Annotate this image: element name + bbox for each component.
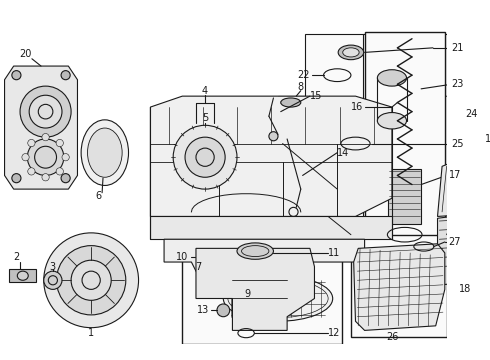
Circle shape: [56, 246, 126, 315]
Circle shape: [44, 271, 62, 289]
Text: 21: 21: [451, 43, 464, 53]
Text: 15: 15: [310, 91, 322, 101]
Circle shape: [27, 139, 64, 175]
Bar: [305, 34, 460, 166]
Circle shape: [42, 174, 49, 181]
Text: 22: 22: [297, 70, 310, 80]
Polygon shape: [150, 216, 392, 239]
Text: 14: 14: [337, 148, 349, 158]
Polygon shape: [438, 139, 490, 216]
Circle shape: [61, 174, 70, 183]
Circle shape: [395, 271, 414, 289]
Bar: [278, 96, 303, 109]
Ellipse shape: [223, 276, 333, 321]
Ellipse shape: [377, 113, 407, 129]
Text: 16: 16: [350, 102, 363, 112]
Polygon shape: [438, 207, 490, 285]
Text: 19: 19: [485, 134, 490, 144]
Circle shape: [185, 137, 225, 177]
Polygon shape: [196, 248, 315, 330]
Polygon shape: [383, 251, 427, 269]
Ellipse shape: [343, 48, 359, 57]
Text: 9: 9: [245, 289, 251, 299]
Text: 8: 8: [298, 82, 304, 92]
Ellipse shape: [396, 252, 413, 269]
Text: 23: 23: [451, 79, 464, 89]
Circle shape: [71, 260, 111, 300]
Text: 7: 7: [196, 262, 202, 271]
Circle shape: [62, 154, 69, 161]
Polygon shape: [4, 66, 77, 189]
Text: 4: 4: [202, 86, 208, 96]
Text: 13: 13: [197, 305, 210, 315]
Circle shape: [29, 95, 62, 128]
Text: 25: 25: [451, 139, 464, 149]
Circle shape: [28, 139, 35, 147]
Circle shape: [42, 134, 49, 141]
Text: 10: 10: [176, 252, 189, 262]
Circle shape: [269, 132, 278, 141]
Text: 2: 2: [13, 252, 20, 262]
Text: 27: 27: [448, 237, 461, 247]
Circle shape: [217, 304, 230, 317]
Text: 26: 26: [386, 332, 398, 342]
Ellipse shape: [377, 70, 407, 86]
Text: 24: 24: [465, 109, 477, 120]
Ellipse shape: [88, 128, 122, 177]
Circle shape: [20, 86, 71, 137]
Text: 17: 17: [449, 170, 462, 180]
Circle shape: [22, 154, 29, 161]
Text: 11: 11: [328, 248, 341, 258]
Bar: [182, 242, 342, 344]
Ellipse shape: [338, 45, 364, 60]
Circle shape: [28, 168, 35, 175]
Ellipse shape: [17, 271, 28, 280]
Bar: [388, 169, 421, 224]
Circle shape: [61, 71, 70, 80]
Circle shape: [173, 125, 237, 189]
Text: 1: 1: [88, 328, 94, 338]
Circle shape: [56, 168, 63, 175]
Polygon shape: [164, 239, 365, 280]
Bar: [351, 235, 447, 337]
Circle shape: [12, 71, 21, 80]
Circle shape: [56, 139, 63, 147]
Ellipse shape: [81, 120, 128, 185]
Ellipse shape: [237, 243, 273, 259]
Text: 3: 3: [50, 262, 56, 271]
Text: 5: 5: [202, 113, 208, 123]
Circle shape: [44, 233, 139, 328]
Polygon shape: [150, 96, 392, 216]
Bar: [363, 34, 447, 262]
Polygon shape: [354, 244, 445, 330]
Ellipse shape: [281, 98, 301, 107]
Bar: [9, 269, 36, 282]
Text: 12: 12: [328, 328, 341, 338]
Bar: [365, 32, 445, 260]
Text: 20: 20: [19, 49, 32, 59]
Text: 18: 18: [459, 284, 471, 294]
Text: 6: 6: [96, 192, 101, 201]
Circle shape: [12, 174, 21, 183]
